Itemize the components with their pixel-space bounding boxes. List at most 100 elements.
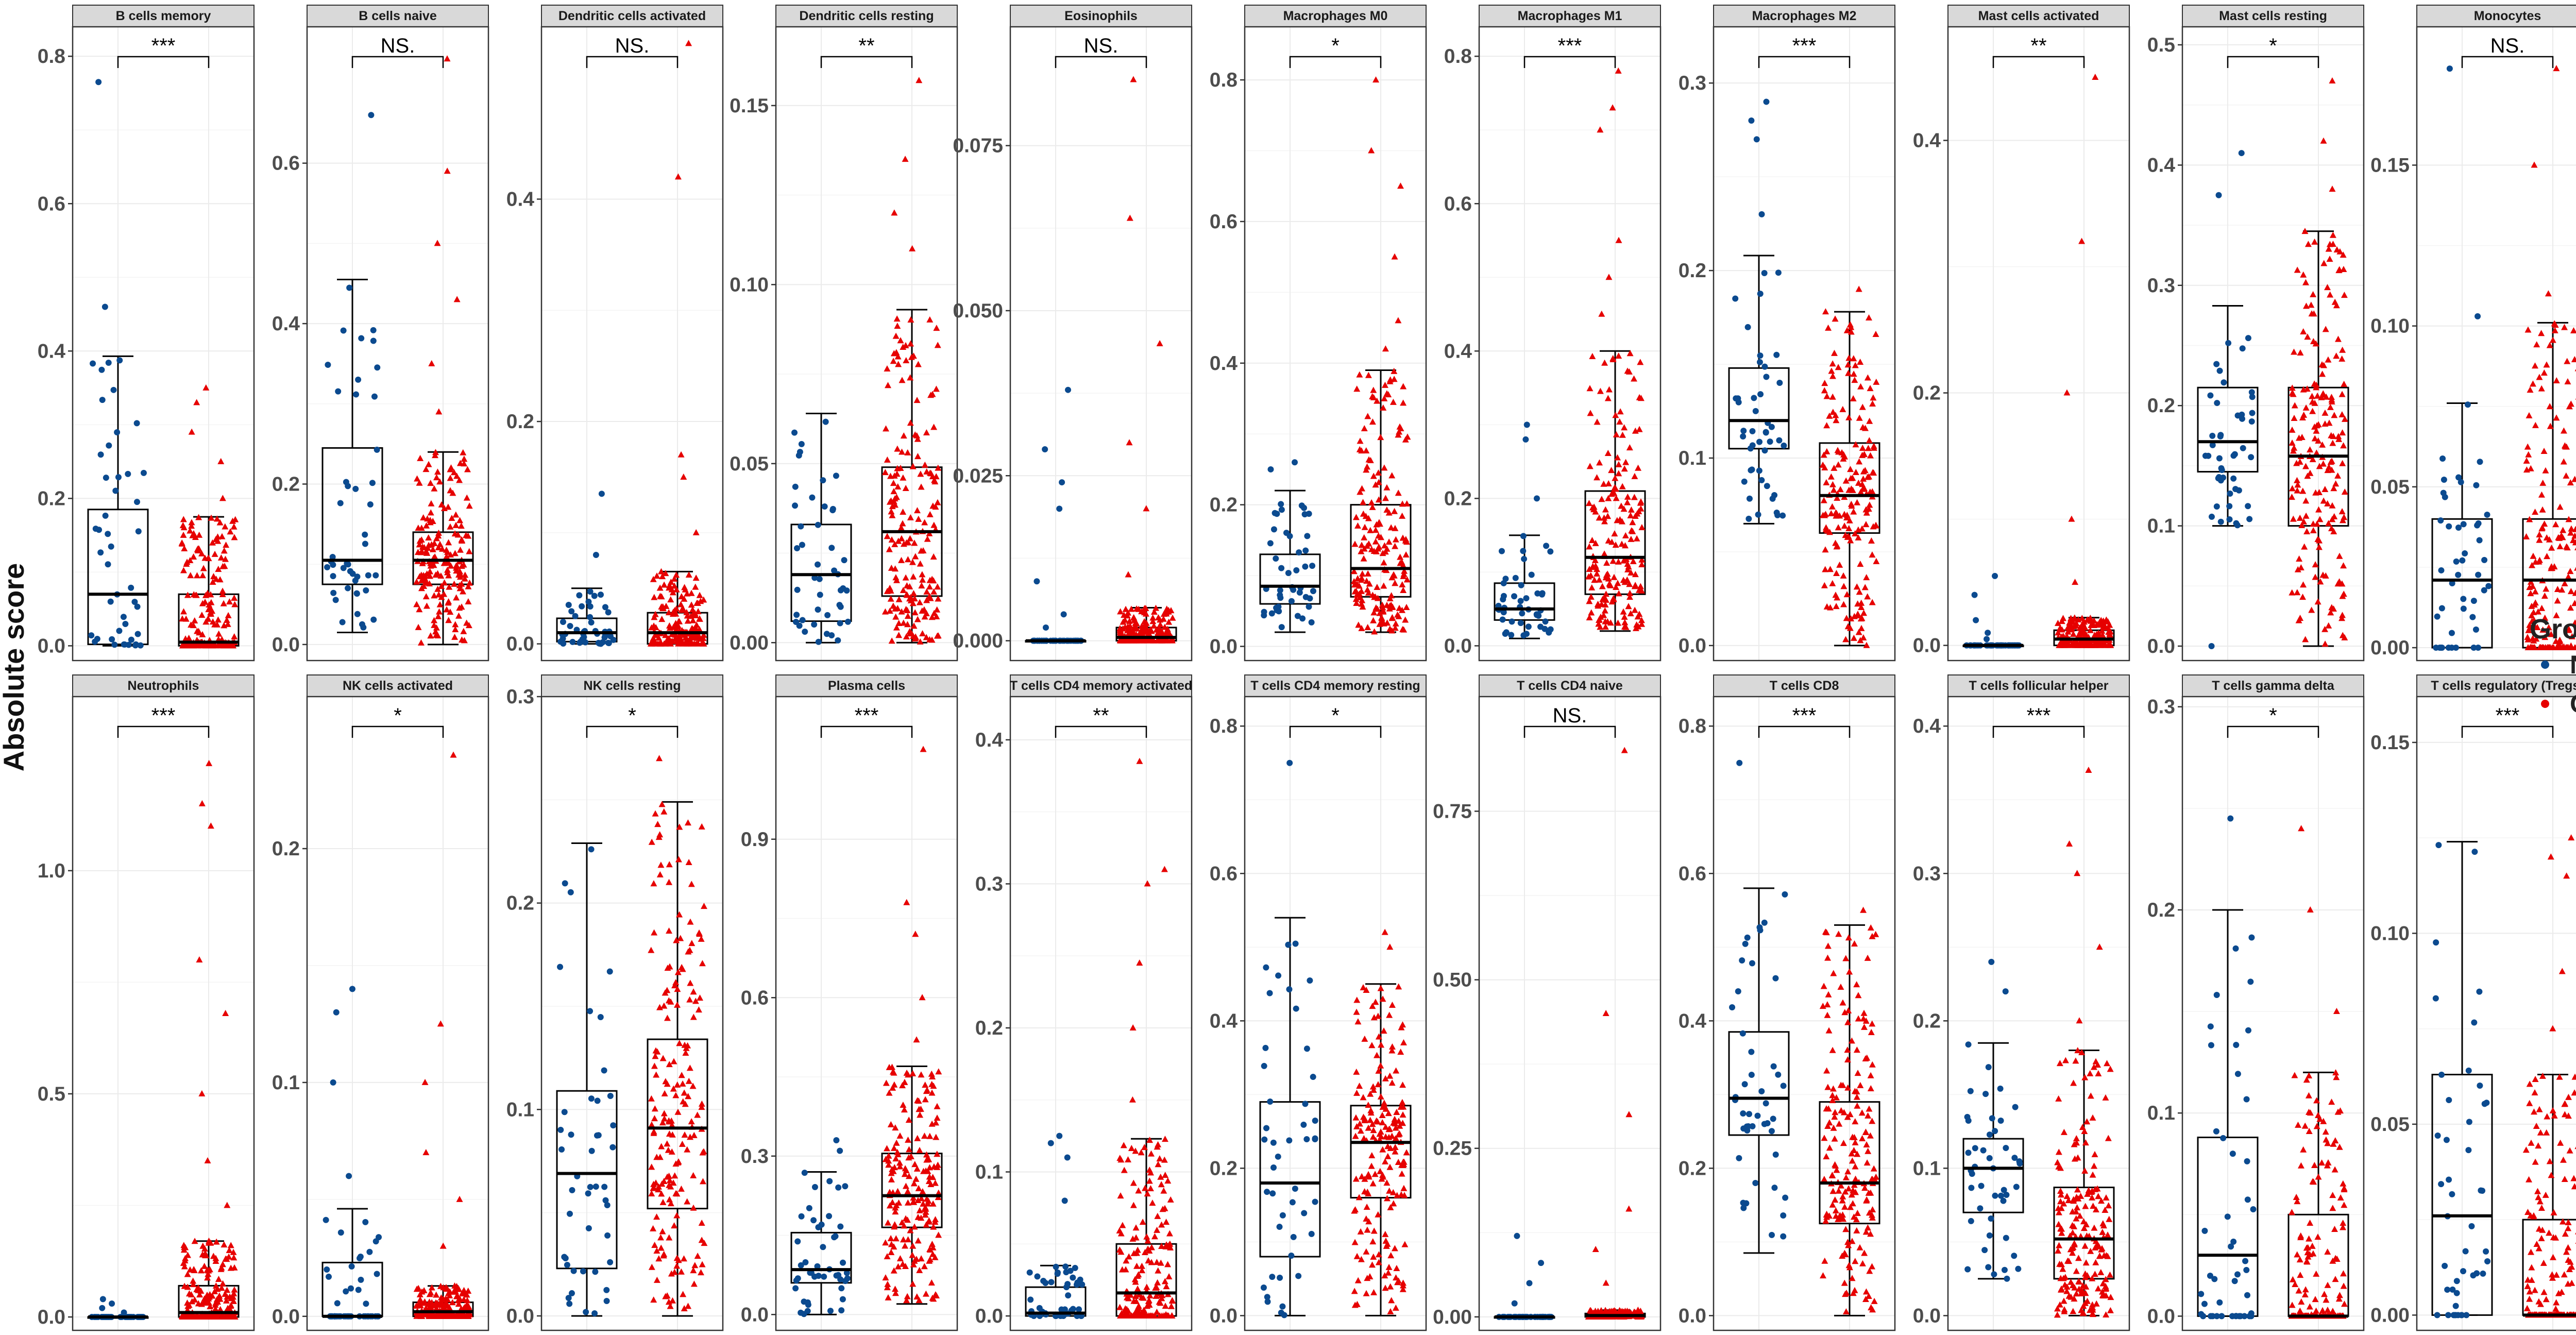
point-nc [1267,1099,1274,1105]
point-cd [1866,314,1873,320]
point-nc [610,1122,617,1129]
point-cd [1383,545,1391,552]
panel-background [1010,697,1192,1330]
point-nc [376,1234,382,1241]
point-nc [1780,512,1786,519]
point-cd [1861,584,1869,590]
point-cd [1861,485,1868,492]
point-cd [892,332,900,339]
point-cd [200,565,207,571]
point-cd [1370,394,1377,400]
point-cd [1377,434,1384,441]
point-cd [1150,608,1158,615]
point-nc [824,612,831,618]
point-cd [1622,532,1629,538]
point-cd [1626,581,1633,587]
point-cd [673,586,680,593]
point-cd [1611,484,1618,491]
point-nc [799,542,805,548]
facet-strip [307,5,489,27]
point-cd [1351,540,1359,547]
point-cd [899,520,906,527]
point-cd [689,606,696,613]
outlier-nc [349,986,355,992]
point-nc [2221,379,2227,386]
point-nc [134,603,141,610]
point-cd [1620,608,1627,615]
point-nc [1274,511,1280,517]
point-cd [662,570,669,577]
outlier-cd [444,55,451,62]
point-cd [438,501,445,508]
point-nc [1048,1279,1055,1286]
point-cd [687,613,694,619]
facet-strip [72,5,255,27]
point-cd [1387,524,1395,531]
point-cd [1163,630,1171,637]
point-nc [1275,972,1282,979]
point-cd [432,628,439,635]
point-nc [1735,395,1741,402]
y-tick-label: 0.1 [1679,447,1706,469]
point-nc [355,1287,362,1293]
point-nc [1288,1252,1295,1259]
point-nc [603,1298,610,1305]
point-cd [904,556,911,563]
point-cd [1850,395,1857,401]
point-cd [1603,559,1611,566]
point-nc [132,641,139,648]
point-cd [1402,551,1410,558]
point-cd [921,613,928,620]
point-cd [422,466,430,472]
point-cd [893,470,901,477]
point-nc [827,1308,834,1314]
point-nc [1541,626,1548,632]
point-cd [1857,383,1865,390]
box-nc [1259,553,1321,605]
point-cd [1625,368,1633,375]
point-cd [194,572,201,579]
point-nc [809,494,816,501]
outlier-nc [1056,1133,1063,1139]
y-tick-label: 0.0 [975,1305,1003,1327]
point-nc [1308,1230,1315,1237]
point-cd [417,454,424,461]
point-cd [1850,508,1857,515]
point-cd [465,532,472,539]
point-cd [930,588,938,595]
point-nc [1525,623,1532,630]
point-cd [413,578,420,585]
point-cd [1361,534,1368,540]
point-nc [1261,1136,1268,1143]
point-cd [1356,446,1363,452]
point-cd [1601,359,1608,366]
point-cd [1626,444,1633,451]
point-cd [1351,581,1358,588]
point-cd [684,590,691,597]
point-cd [448,514,455,521]
point-cd [1621,424,1628,431]
facet-title: Macrophages M1 [1518,9,1622,23]
point-nc [1300,1121,1307,1128]
point-cd [1826,566,1834,572]
y-tick-label: 0.0 [1210,1305,1238,1327]
point-cd [1623,576,1631,583]
point-nc [2460,596,2467,602]
point-nc [2460,521,2467,528]
point-nc [1302,547,1309,554]
point-cd [219,563,227,569]
point-cd [183,559,191,565]
point-cd [890,498,897,504]
point-cd [885,382,892,388]
point-nc [345,561,351,568]
point-cd [1822,546,1829,553]
point-cd [213,515,221,522]
point-cd [460,449,467,455]
point-cd [1364,413,1371,419]
point-nc [565,601,572,608]
facet-strip [1244,5,1427,27]
point-cd [1122,605,1129,612]
facet-title: Plasma cells [828,679,905,693]
point-cd [219,590,226,597]
point-nc [94,636,100,643]
